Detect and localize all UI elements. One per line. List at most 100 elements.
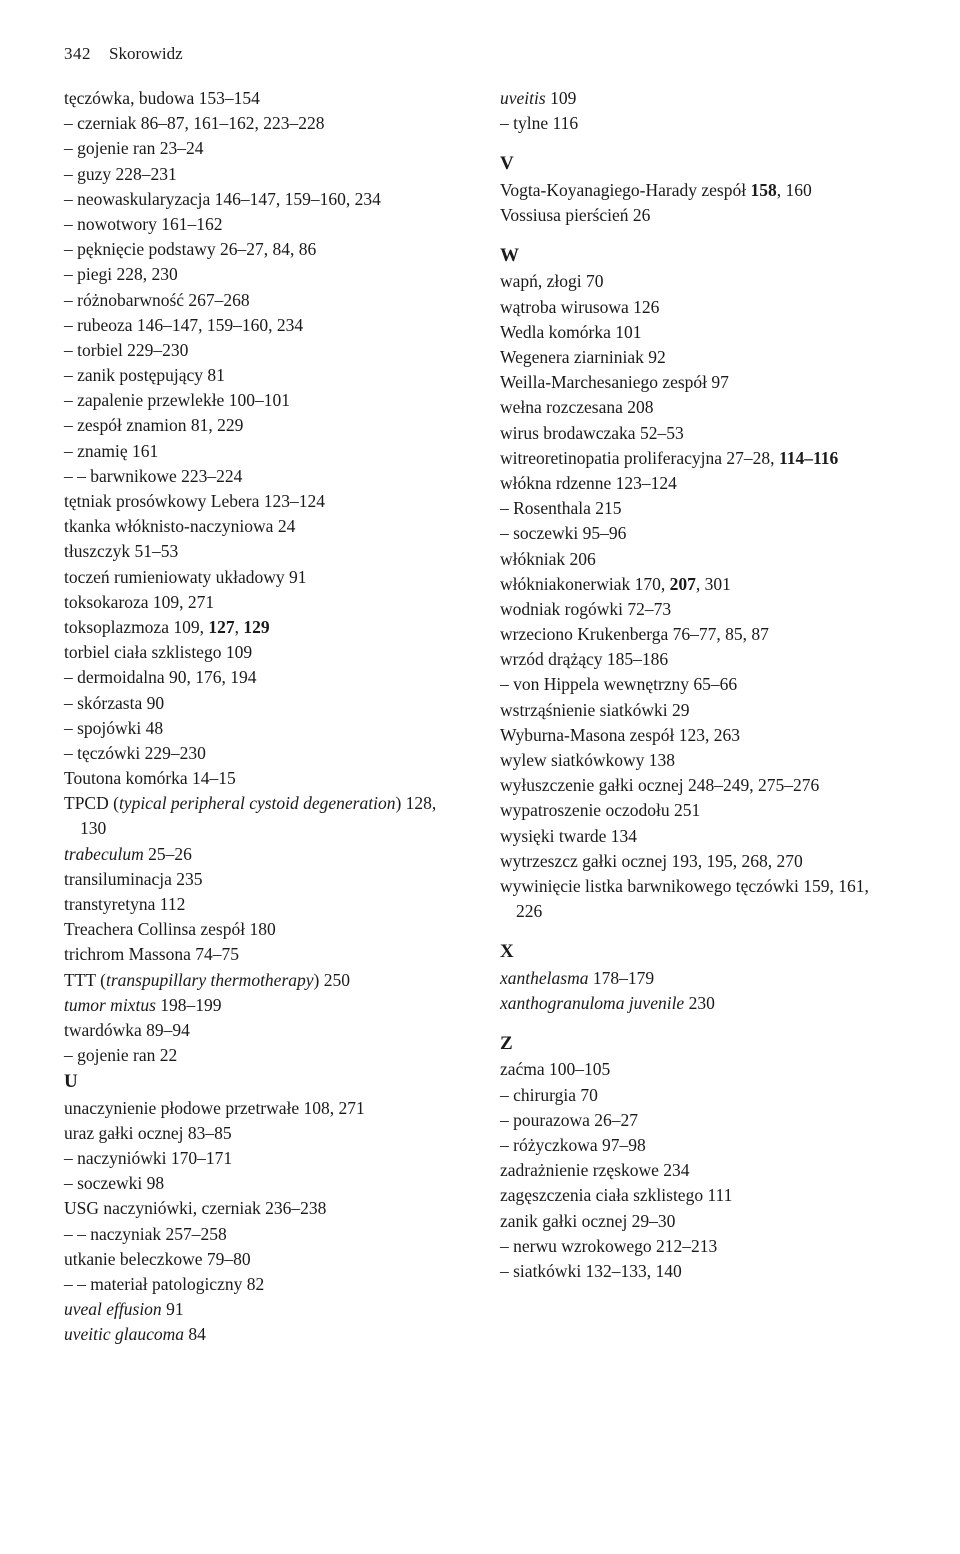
- index-entry: toksokaroza 109, 271: [64, 590, 460, 615]
- index-entry: – – barwnikowe 223–224: [64, 464, 460, 489]
- index-entry: – pęknięcie podstawy 26–27, 84, 86: [64, 237, 460, 262]
- index-entry: transtyretyna 112: [64, 892, 460, 917]
- index-entry: tkanka włóknisto-naczyniowa 24: [64, 514, 460, 539]
- index-entry: wyłuszczenie gałki ocznej 248–249, 275–2…: [500, 773, 896, 798]
- index-entry: – różyczkowa 97–98: [500, 1133, 896, 1158]
- index-entry: xanthelasma 178–179: [500, 966, 896, 991]
- index-entry: wstrząśnienie siatkówki 29: [500, 698, 896, 723]
- section-letter: X: [500, 938, 896, 965]
- section-letter: W: [500, 242, 896, 269]
- index-entry: – skórzasta 90: [64, 691, 460, 716]
- index-entry: – chirurgia 70: [500, 1083, 896, 1108]
- index-entry: uveal effusion 91: [64, 1297, 460, 1322]
- index-columns: tęczówka, budowa 153–154– czerniak 86–87…: [64, 86, 896, 1348]
- index-entry: – rubeoza 146–147, 159–160, 234: [64, 313, 460, 338]
- section-letter: Z: [500, 1030, 896, 1057]
- index-entry: Vossiusa pierścień 26: [500, 203, 896, 228]
- index-entry: wełna rozczesana 208: [500, 395, 896, 420]
- index-entry: wytrzeszcz gałki ocznej 193, 195, 268, 2…: [500, 849, 896, 874]
- header-title: Skorowidz: [109, 44, 183, 64]
- index-entry: wrzód drążący 185–186: [500, 647, 896, 672]
- index-entry: Wegenera ziarniniak 92: [500, 345, 896, 370]
- index-entry: zagęszczenia ciała szklistego 111: [500, 1183, 896, 1208]
- index-entry: wirus brodawczaka 52–53: [500, 421, 896, 446]
- index-entry: wysięki twarde 134: [500, 824, 896, 849]
- index-entry: – nowotwory 161–162: [64, 212, 460, 237]
- index-entry: TTT (transpupillary thermotherapy) 250: [64, 968, 460, 993]
- index-entry: utkanie beleczkowe 79–80: [64, 1247, 460, 1272]
- right-column: uveitis 109– tylne 116 VVogta-Koyanagiego…: [500, 86, 896, 1348]
- index-entry: wapń, złogi 70: [500, 269, 896, 294]
- index-entry: uveitis 109: [500, 86, 896, 111]
- index-entry: – neowaskularyzacja 146–147, 159–160, 23…: [64, 187, 460, 212]
- index-entry: Wedla komórka 101: [500, 320, 896, 345]
- page: 342 Skorowidz tęczówka, budowa 153–154– …: [0, 0, 960, 1554]
- index-entry: – torbiel 229–230: [64, 338, 460, 363]
- index-entry: tęczówka, budowa 153–154: [64, 86, 460, 111]
- index-entry: xanthogranuloma juvenile 230: [500, 991, 896, 1016]
- index-entry: Wyburna-Masona zespół 123, 263: [500, 723, 896, 748]
- index-entry: transiluminacja 235: [64, 867, 460, 892]
- index-entry: zanik gałki ocznej 29–30: [500, 1209, 896, 1234]
- index-entry: twardówka 89–94: [64, 1018, 460, 1043]
- index-entry: – zanik postępujący 81: [64, 363, 460, 388]
- index-entry: – zapalenie przewlekłe 100–101: [64, 388, 460, 413]
- index-entry: włókniakonerwiak 170, 207, 301: [500, 572, 896, 597]
- index-entry: – – materiał patologiczny 82: [64, 1272, 460, 1297]
- index-entry: włókniak 206: [500, 547, 896, 572]
- index-entry: wątroba wirusowa 126: [500, 295, 896, 320]
- index-entry: – soczewki 95–96: [500, 521, 896, 546]
- index-entry: unaczynienie płodowe przetrwałe 108, 271: [64, 1096, 460, 1121]
- index-entry: torbiel ciała szklistego 109: [64, 640, 460, 665]
- left-column: tęczówka, budowa 153–154– czerniak 86–87…: [64, 86, 460, 1348]
- index-entry: – von Hippela wewnętrzny 65–66: [500, 672, 896, 697]
- index-entry: USG naczyniówki, czerniak 236–238: [64, 1196, 460, 1221]
- index-entry: Weilla-Marchesaniego zespół 97: [500, 370, 896, 395]
- section-letter: U: [64, 1068, 460, 1095]
- index-entry: wylew siatkówkowy 138: [500, 748, 896, 773]
- index-entry: – gojenie ran 23–24: [64, 136, 460, 161]
- index-entry: – – naczyniak 257–258: [64, 1222, 460, 1247]
- index-entry: trichrom Massona 74–75: [64, 942, 460, 967]
- index-entry: – tęczówki 229–230: [64, 741, 460, 766]
- index-entry: wrzeciono Krukenberga 76–77, 85, 87: [500, 622, 896, 647]
- index-entry: uraz gałki ocznej 83–85: [64, 1121, 460, 1146]
- index-entry: tłuszczyk 51–53: [64, 539, 460, 564]
- index-entry: – spojówki 48: [64, 716, 460, 741]
- index-entry: Treachera Collinsa zespół 180: [64, 917, 460, 942]
- index-entry: wypatroszenie oczodołu 251: [500, 798, 896, 823]
- index-entry: witreoretinopatia proliferacyjna 27–28, …: [500, 446, 896, 471]
- index-entry: włókna rdzenne 123–124: [500, 471, 896, 496]
- running-header: 342 Skorowidz: [64, 44, 896, 64]
- index-entry: toksoplazmoza 109, 127, 129: [64, 615, 460, 640]
- index-entry: Vogta-Koyanagiego-Harady zespół 158, 160: [500, 178, 896, 203]
- index-entry: zaćma 100–105: [500, 1057, 896, 1082]
- index-entry: – tylne 116: [500, 111, 896, 136]
- index-entry: TPCD (typical peripheral cystoid degener…: [64, 791, 460, 841]
- index-entry: – soczewki 98: [64, 1171, 460, 1196]
- section-letter: V: [500, 150, 896, 177]
- index-entry: zadrażnienie rzęskowe 234: [500, 1158, 896, 1183]
- index-entry: – czerniak 86–87, 161–162, 223–228: [64, 111, 460, 136]
- index-entry: – siatkówki 132–133, 140: [500, 1259, 896, 1284]
- index-entry: wywinięcie listka barwnikowego tęczówki …: [500, 874, 896, 924]
- index-entry: – pourazowa 26–27: [500, 1108, 896, 1133]
- index-entry: wodniak rogówki 72–73: [500, 597, 896, 622]
- index-entry: – znamię 161: [64, 439, 460, 464]
- index-entry: – piegi 228, 230: [64, 262, 460, 287]
- index-entry: – gojenie ran 22: [64, 1043, 460, 1068]
- index-entry: uveitic glaucoma 84: [64, 1322, 460, 1347]
- index-entry: tumor mixtus 198–199: [64, 993, 460, 1018]
- index-entry: – dermoidalna 90, 176, 194: [64, 665, 460, 690]
- index-entry: – zespół znamion 81, 229: [64, 413, 460, 438]
- index-entry: trabeculum 25–26: [64, 842, 460, 867]
- index-entry: tętniak prosówkowy Lebera 123–124: [64, 489, 460, 514]
- index-entry: toczeń rumieniowaty układowy 91: [64, 565, 460, 590]
- index-entry: – nerwu wzrokowego 212–213: [500, 1234, 896, 1259]
- index-entry: Toutona komórka 14–15: [64, 766, 460, 791]
- index-entry: – guzy 228–231: [64, 162, 460, 187]
- index-entry: – naczyniówki 170–171: [64, 1146, 460, 1171]
- page-number: 342: [64, 44, 91, 64]
- index-entry: – Rosenthala 215: [500, 496, 896, 521]
- index-entry: – różnobarwność 267–268: [64, 288, 460, 313]
